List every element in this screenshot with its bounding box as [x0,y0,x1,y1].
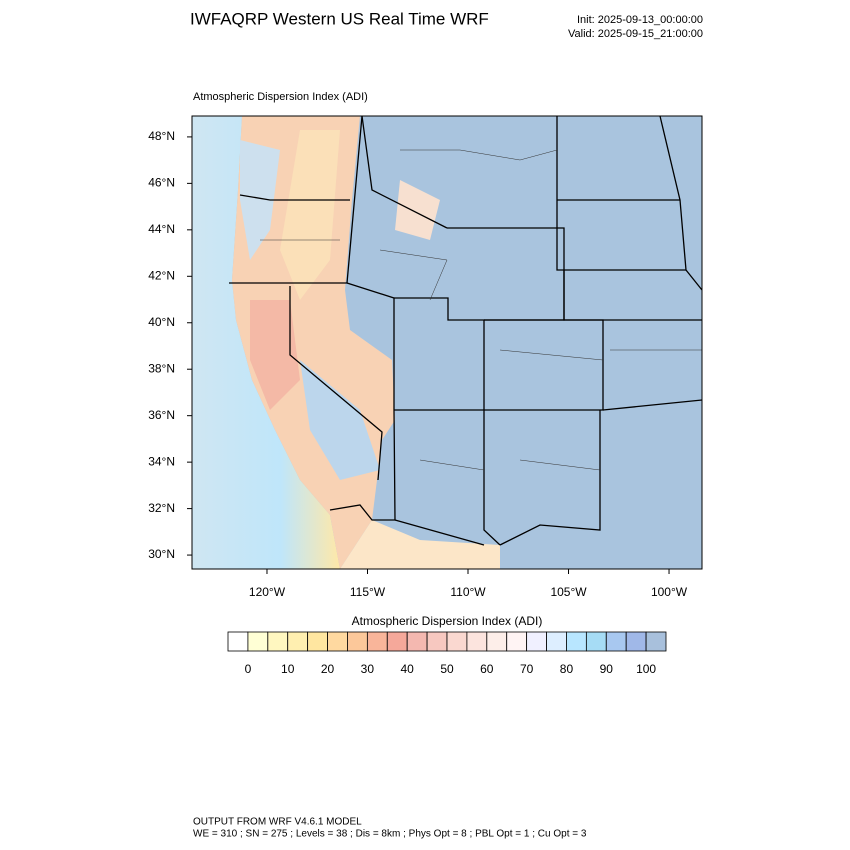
colorbar-title: Atmospheric Dispersion Index (ADI) [352,614,543,628]
colorbar-box [366,631,388,652]
colorbar-box [327,631,348,652]
colorbar-tick-label: 100 [636,662,656,676]
colorbar-box [227,631,249,652]
colorbar-tick-label: 80 [560,662,574,676]
colorbar-tick-label: 30 [361,662,375,676]
colorbar-box [347,631,368,652]
colorbar-box [605,631,627,652]
y-tick-label: 44°N [148,222,175,236]
map-frame [191,115,703,570]
colorbar-tick-label: 10 [281,662,295,676]
colorbar-box [406,631,428,652]
colorbar-tick-label: 70 [520,662,534,676]
colorbar-box [645,631,667,652]
colorbar-box [267,631,289,652]
y-tick-label: 36°N [148,408,175,422]
colorbar-tick-label: 60 [480,662,494,676]
y-tick-label: 30°N [148,547,175,561]
footer-line: OUTPUT FROM WRF V4.6.1 MODEL [193,817,362,828]
colorbar-box [287,631,309,652]
x-tick-label: 115°W [350,585,386,599]
colorbar-tick-label: 40 [401,662,415,676]
state-borders [229,115,703,546]
y-tick-label: 46°N [148,176,175,190]
y-tick-label: 48°N [148,129,175,143]
colorbar-box [486,631,508,652]
x-tick-label: 110°W [450,585,486,599]
title: IWFAQRP Western US Real Time WRF [190,9,489,28]
colorbar-box [446,631,468,652]
colorbar-box [585,631,607,652]
colorbar-box [247,631,269,652]
y-tick-label: 38°N [148,361,175,375]
colorbar-box [546,631,567,652]
colorbar-box [625,631,647,652]
x-tick-label: 105°W [550,585,587,599]
county-lines [260,149,702,471]
colorbar-box [526,631,547,652]
colorbar-tick-label: 0 [245,662,252,676]
colorbar-tick-label: 50 [440,662,454,676]
y-tick-label: 34°N [148,454,175,468]
colorbar-box [466,631,488,652]
colorbar-box [307,631,328,652]
map-field [192,116,702,569]
colorbar-box [386,631,408,652]
y-tick-label: 32°N [148,501,175,515]
footer-line: WE = 310 ; SN = 275 ; Levels = 38 ; Dis … [193,829,587,840]
x-tick-label: 100°W [651,585,688,599]
colorbar-tick-label: 90 [600,662,614,676]
colorbar-box [506,631,528,652]
map-title: Atmospheric Dispersion Index (ADI) [193,91,368,103]
y-tick-label: 42°N [148,268,175,282]
colorbar-box [426,631,448,652]
y-tick-label: 40°N [148,315,175,329]
x-tick-label: 120°W [249,585,286,599]
init-time: Init: 2025-09-13_00:00:00 [577,14,703,26]
colorbar-tick-label: 20 [321,662,335,676]
valid-time: Valid: 2025-09-15_21:00:00 [568,28,703,40]
colorbar-box [566,631,587,652]
